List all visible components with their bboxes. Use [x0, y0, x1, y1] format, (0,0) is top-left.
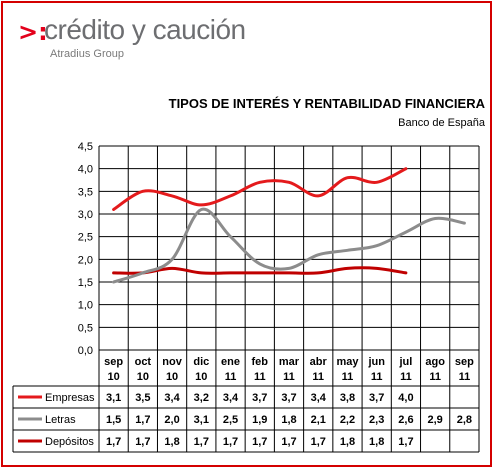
table-cell: 1,7 [135, 414, 150, 426]
x-tick-label: 11 [312, 371, 324, 383]
x-tick-label: 10 [137, 371, 149, 383]
x-tick-label: 10 [195, 371, 207, 383]
x-tick-label: jun [367, 356, 385, 368]
table-cell: 1,7 [252, 436, 267, 448]
y-tick-label: 3,5 [78, 186, 93, 198]
series-line-letras [112, 207, 466, 284]
table-cell: 1,5 [106, 414, 121, 426]
y-tick-label: 1,5 [78, 277, 93, 289]
x-tick-label: 11 [459, 371, 471, 383]
x-tick-label: 10 [166, 371, 178, 383]
legend-entry: Depósitos [45, 436, 94, 448]
legend-entry: Empresas [45, 392, 95, 404]
x-tick-label: 11 [371, 371, 383, 383]
table-cell: 1,7 [398, 436, 413, 448]
table-cell: 2,6 [398, 414, 413, 426]
x-tick-label: 11 [429, 371, 441, 383]
table-cell: 1,9 [252, 414, 267, 426]
table-cell: 2,2 [340, 414, 355, 426]
x-tick-label: dic [193, 356, 209, 368]
chart-subtitle: Banco de España [398, 117, 485, 129]
x-tick-label: 11 [400, 371, 412, 383]
y-tick-label: 2,5 [78, 232, 93, 244]
legend-entry: Letras [45, 414, 76, 426]
y-tick-label: 0,0 [78, 345, 93, 357]
y-tick-label: 0,5 [78, 322, 93, 334]
x-tick-label: sep [104, 356, 123, 368]
series-line-empresas [112, 167, 408, 211]
table-cell: 2,0 [164, 414, 179, 426]
table-cell: 1,8 [164, 436, 179, 448]
x-tick-label: oct [135, 356, 152, 368]
logo-subtitle: Atradius Group [50, 48, 124, 60]
y-tick-label: 3,0 [78, 209, 93, 221]
table-cell: 1,7 [311, 436, 326, 448]
x-tick-label: 11 [254, 371, 266, 383]
table-cell: 3,7 [252, 392, 267, 404]
table-cell: 3,8 [340, 392, 355, 404]
y-tick-label: 4,5 [78, 141, 93, 153]
table-cell: 1,7 [106, 436, 121, 448]
y-tick-label: 4,0 [78, 164, 93, 176]
table-cell: 1,8 [281, 414, 296, 426]
chart-frame [1, 1, 492, 467]
y-tick-label: 1,0 [78, 300, 93, 312]
table-row: Depósitos 1,7 1,7 1,8 1,7 1,7 1,7 1,7 1,7 1,8 1,8 1… [18, 436, 414, 448]
x-tick-label: nov [162, 356, 182, 368]
table-cell: 4,0 [398, 392, 413, 404]
logo-mark-icon: >: [18, 18, 48, 46]
x-tick-label: abr [310, 356, 328, 368]
x-tick-label: sep [455, 356, 474, 368]
table-cell: 1,8 [369, 436, 384, 448]
x-tick-label: 11 [225, 371, 237, 383]
x-tick-label: ago [425, 356, 445, 368]
x-tick-label: jul [399, 356, 413, 368]
y-tick-label: 2,0 [78, 254, 93, 266]
table-cell: 1,8 [340, 436, 355, 448]
table-cell: 3,4 [311, 392, 327, 404]
table-cell: 3,7 [369, 392, 384, 404]
table-row: Letras 1,5 1,7 2,0 3,1 2,5 1,9 1,8 2,1 2,2 2,3 2,6 2… [18, 414, 472, 426]
x-tick-label: ene [221, 356, 240, 368]
table-cell: 3,5 [135, 392, 150, 404]
table-cell: 2,9 [428, 414, 443, 426]
table-cell: 1,7 [135, 436, 150, 448]
table-cell: 2,1 [311, 414, 326, 426]
table-cell: 3,4 [164, 392, 180, 404]
series-line-depósitos [112, 266, 408, 275]
table-cell: 3,2 [194, 392, 209, 404]
table-row: Empresas 3,1 3,5 3,4 3,2 3,4 3,7 3,7 3,4 3,8 3,7 4,… [18, 392, 414, 404]
x-tick-label: feb [252, 356, 269, 368]
table-cell: 3,7 [281, 392, 296, 404]
x-tick-label: 11 [342, 371, 354, 383]
table-cell: 3,1 [106, 392, 121, 404]
x-tick-label: mar [279, 356, 300, 368]
table-cell: 2,3 [369, 414, 384, 426]
table-cell: 1,7 [281, 436, 296, 448]
chart-title: TIPOS DE INTERÉS Y RENTABILIDAD FINANCIE… [168, 96, 485, 111]
x-tick-label: 10 [107, 371, 119, 383]
table-cell: 1,7 [194, 436, 209, 448]
table-cell: 2,8 [457, 414, 472, 426]
logo-name: crédito y caución [44, 14, 246, 45]
table-cell: 2,5 [223, 414, 238, 426]
x-tick-label: may [336, 356, 359, 368]
table-cell: 3,4 [223, 392, 239, 404]
table-cell: 3,1 [194, 414, 209, 426]
x-tick-label: 11 [283, 371, 295, 383]
table-cell: 1,7 [223, 436, 238, 448]
